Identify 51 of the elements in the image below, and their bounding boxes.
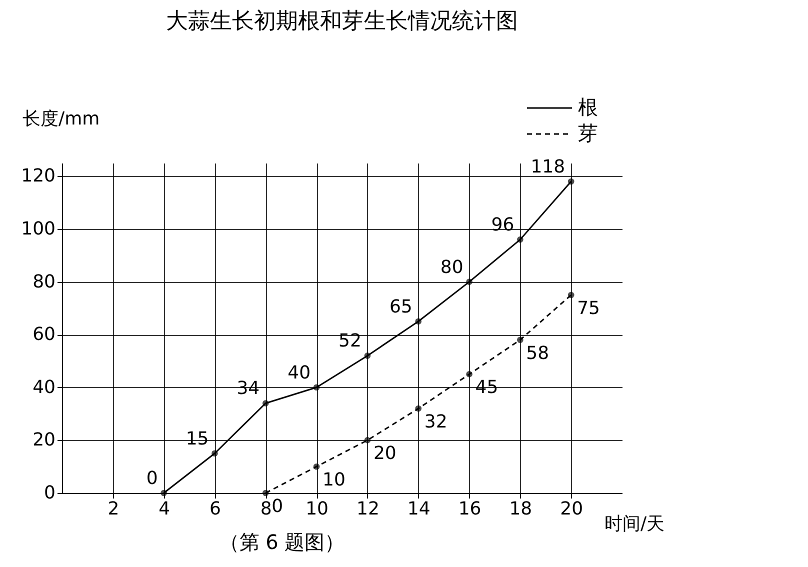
point: [160, 490, 167, 496]
y-tick-label: 120: [21, 166, 56, 187]
y-tick-label: 0: [44, 482, 56, 504]
data-label: 58: [526, 342, 550, 364]
data-label: 75: [577, 298, 600, 319]
y-axis-title: 长度/mm: [22, 108, 100, 130]
data-label: 65: [389, 296, 412, 318]
x-tick-label: 14: [407, 498, 430, 520]
x-tick-label: 10: [306, 498, 328, 520]
legend-label: 芽: [578, 121, 598, 145]
point: [517, 236, 524, 243]
text: （第 6 题图）: [219, 530, 345, 554]
point: [517, 336, 524, 344]
chart-title: 大蒜生长初期根和芽生长情况统计图: [166, 9, 518, 34]
data-label: 52: [338, 330, 362, 352]
y-tick-label: 100: [21, 218, 56, 240]
x-tick-label: 4: [158, 498, 170, 520]
point: [364, 437, 371, 444]
x-tick-label: 16: [458, 498, 482, 520]
x-tick-label: 6: [210, 498, 221, 520]
data-label: 118: [530, 156, 566, 178]
data-label: 10: [322, 470, 346, 491]
point: [466, 371, 472, 378]
x-tick-label: 2: [108, 498, 120, 520]
point: [212, 450, 218, 457]
point: [568, 292, 574, 298]
x-axis-title: 时间/天: [604, 514, 665, 534]
point: [415, 405, 422, 412]
x-tick-label: 12: [356, 498, 380, 520]
x-tick-label: 18: [509, 498, 532, 520]
point: [262, 400, 269, 406]
y-tick-label: 20: [32, 430, 56, 451]
x-tick-label: 8: [260, 498, 272, 520]
y-tick-label: 60: [32, 324, 56, 346]
legend-label: 根: [578, 95, 598, 119]
data-label: 40: [288, 362, 311, 384]
y-tick-label: 80: [32, 271, 56, 292]
data-label: 80: [440, 256, 464, 278]
data-label: 0: [146, 468, 158, 489]
data-label: 0: [272, 496, 284, 517]
point: [466, 278, 472, 285]
y-tick-label: 40: [32, 376, 56, 398]
data-label: 32: [424, 412, 448, 433]
point: [262, 490, 269, 496]
x-tick-label: 20: [560, 498, 584, 520]
point: [313, 384, 320, 391]
point: [568, 178, 574, 185]
point: [364, 352, 371, 359]
data-label: 20: [373, 443, 396, 464]
point: [415, 318, 422, 325]
point: [313, 463, 320, 470]
